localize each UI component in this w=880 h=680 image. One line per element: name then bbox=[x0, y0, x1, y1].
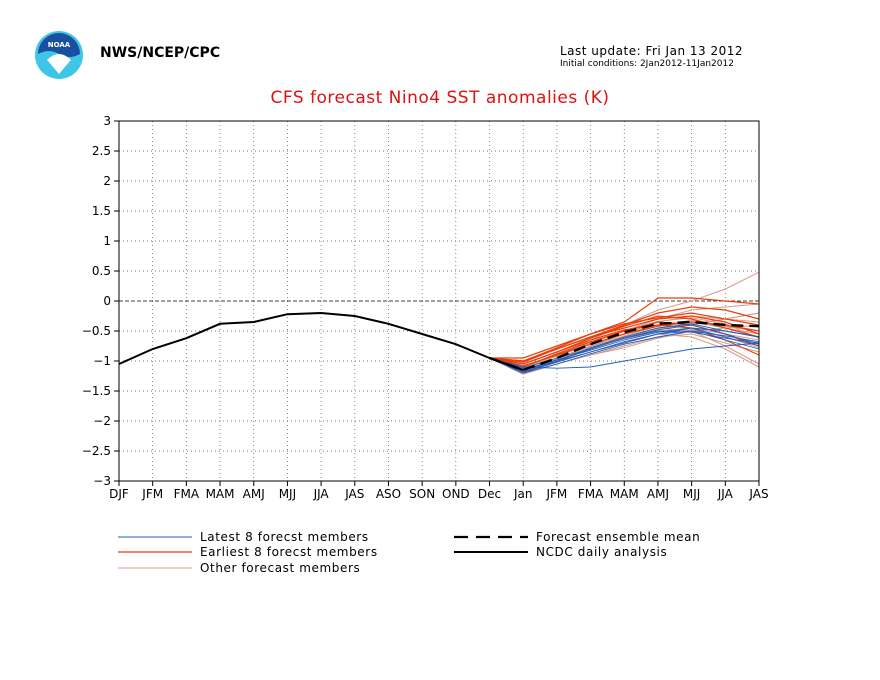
earliest-member-line bbox=[489, 315, 760, 363]
legend-label-earliest: Earliest 8 forecst members bbox=[200, 545, 378, 559]
ensemble-mean-line bbox=[489, 320, 760, 372]
logo-bird bbox=[47, 54, 71, 74]
analysis-series bbox=[118, 311, 524, 371]
earliest-member-line bbox=[489, 312, 760, 362]
y-tick-label: −2.5 bbox=[82, 444, 111, 458]
y-tick-label: 1.5 bbox=[92, 204, 111, 218]
x-axis: DJF JFM FMA MAM AMJ MJJ JJA JAS ASO SON OND Dec Jan J… bbox=[109, 481, 769, 501]
analysis-line bbox=[118, 311, 524, 371]
x-tick-label: OND bbox=[442, 487, 470, 501]
legend: Latest 8 forecst members Earliest 8 fore… bbox=[118, 530, 700, 575]
y-tick-label: −3 bbox=[93, 474, 111, 488]
x-tick-label: Jan bbox=[513, 487, 533, 501]
other-member-line bbox=[489, 333, 760, 375]
x-tick-label: AMJ bbox=[243, 487, 265, 501]
y-tick-label: 3 bbox=[103, 114, 111, 128]
x-tick-label: DJF bbox=[109, 487, 129, 501]
x-tick-label: MJJ bbox=[683, 487, 700, 501]
mean-series bbox=[489, 320, 760, 372]
x-tick-label: AMJ bbox=[647, 487, 669, 501]
y-tick-label: −1.5 bbox=[82, 384, 111, 398]
legend-label-analysis: NCDC daily analysis bbox=[536, 545, 667, 559]
latest-member-line bbox=[489, 330, 760, 374]
y-tick-label: 0.5 bbox=[92, 264, 111, 278]
agency-label: NWS/NCEP/CPC bbox=[100, 45, 221, 61]
x-tick-label: ASO bbox=[376, 487, 401, 501]
y-axis: −3 −2.5 −2 −1.5 −1 −0.5 0 0.5 1 1.5 2 2.5 3 bbox=[82, 114, 119, 488]
noaa-logo-icon: NOAA bbox=[35, 31, 83, 79]
last-update-label: Last update: Fri Jan 13 2012 bbox=[560, 44, 743, 58]
latest-member-line bbox=[489, 323, 760, 374]
legend-label-mean: Forecast ensemble mean bbox=[536, 530, 700, 544]
x-tick-label: JAS bbox=[344, 487, 364, 501]
x-tick-label: JFM bbox=[141, 487, 163, 501]
x-tick-label: FMA bbox=[174, 487, 200, 501]
initial-conditions-label: Initial conditions: 2Jan2012-11Jan2012 bbox=[560, 59, 734, 69]
legend-label-other: Other forecast members bbox=[200, 561, 360, 575]
x-tick-label: JAS bbox=[748, 487, 768, 501]
x-tick-label: SON bbox=[409, 487, 435, 501]
x-tick-label: JFM bbox=[545, 487, 567, 501]
latest-members-series bbox=[489, 323, 760, 374]
y-tick-label: 2.5 bbox=[92, 144, 111, 158]
x-tick-label: JJA bbox=[313, 487, 330, 501]
x-tick-label: MAM bbox=[610, 487, 639, 501]
y-tick-label: 2 bbox=[103, 174, 111, 188]
latest-member-line bbox=[489, 330, 760, 373]
logo-text: NOAA bbox=[48, 41, 71, 49]
x-tick-label: FMA bbox=[578, 487, 604, 501]
y-tick-label: 1 bbox=[103, 234, 111, 248]
y-tick-label: −1 bbox=[93, 354, 111, 368]
logo-sky bbox=[38, 33, 80, 57]
x-tick-label: MAM bbox=[206, 487, 235, 501]
legend-label-latest: Latest 8 forecst members bbox=[200, 530, 369, 544]
y-tick-label: 0 bbox=[103, 294, 111, 308]
y-tick-label: −0.5 bbox=[82, 324, 111, 338]
x-tick-label: Dec bbox=[478, 487, 501, 501]
x-tick-label: MJJ bbox=[279, 487, 296, 501]
y-tick-label: −2 bbox=[93, 414, 111, 428]
x-tick-label: JJA bbox=[717, 487, 734, 501]
chart-title: CFS forecast Nino4 SST anomalies (K) bbox=[270, 88, 610, 108]
earliest-member-line bbox=[489, 297, 760, 359]
